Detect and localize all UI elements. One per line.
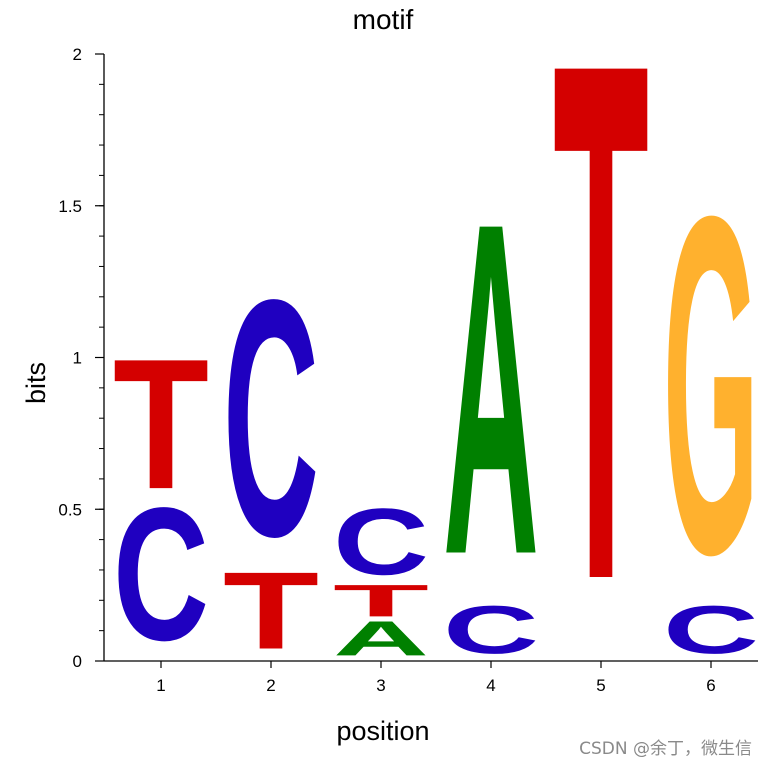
logo-letter-a: A: [443, 124, 539, 654]
y-tick-label: 0.5: [58, 500, 82, 519]
y-tick-label: 0: [73, 652, 82, 671]
x-tick-label: 5: [596, 676, 605, 695]
x-axis-label: position: [336, 716, 429, 746]
x-tick-label: 1: [156, 676, 165, 695]
logo-letter-a: A: [333, 611, 429, 666]
y-tick-label: 1: [73, 349, 82, 368]
logo-letter-c: C: [333, 490, 429, 595]
logo-letter-t: T: [223, 549, 319, 672]
chart-title: motif: [353, 4, 414, 35]
logo-letter-g: G: [663, 117, 759, 654]
x-tick-label: 3: [376, 676, 385, 695]
y-tick-label: 2: [73, 45, 82, 64]
logo-letter-c: C: [663, 592, 759, 668]
y-axis-label: bits: [21, 362, 51, 404]
watermark: CSDN @余丁，微生信: [579, 739, 752, 759]
logo-letter-c: C: [223, 231, 319, 607]
x-tick-label: 2: [266, 676, 275, 695]
y-tick-label: 1.5: [58, 197, 82, 216]
x-tick-label: 4: [486, 676, 495, 695]
logo-letter-t: T: [333, 575, 429, 626]
logo-letter-c: C: [443, 592, 539, 668]
logo-letter-t: T: [113, 321, 209, 528]
x-tick-label: 6: [706, 676, 715, 695]
logo-letter-c: C: [113, 468, 209, 680]
logo-letter-t: T: [553, 0, 649, 735]
axes: 0 0.5 1 1.5 2 1 2 3 4 5 6: [58, 45, 758, 695]
